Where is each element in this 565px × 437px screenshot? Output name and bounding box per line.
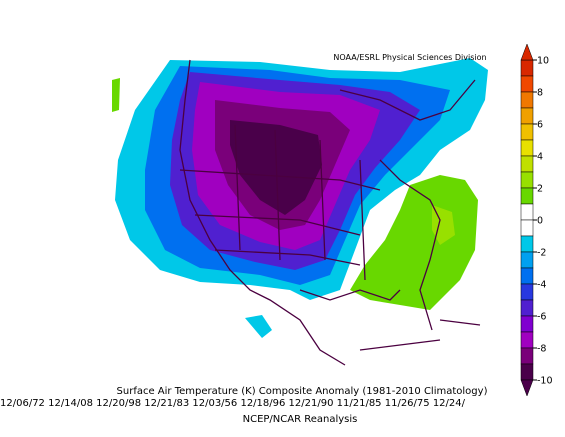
colorbar-segment bbox=[520, 203, 534, 221]
colorbar-segment bbox=[520, 235, 534, 253]
colorbar-tick-label: -10 bbox=[537, 376, 553, 387]
coastlines bbox=[179, 59, 481, 366]
colorbar-segment bbox=[520, 251, 534, 269]
colorbar-tick-label: -8 bbox=[537, 344, 546, 355]
anomaly-region bbox=[245, 315, 272, 338]
colorbar-segment bbox=[520, 139, 534, 157]
colorbar-tick-label: 2 bbox=[537, 184, 543, 195]
colorbar-segment bbox=[520, 75, 534, 93]
caption-source: NCEP/NCAR Reanalysis bbox=[243, 414, 358, 425]
colorbar: 10 8 6 4 2 0 -2 -4 -6 -8 -10 bbox=[520, 43, 553, 397]
colorbar-segment bbox=[520, 155, 534, 173]
colorbar-segment bbox=[520, 331, 534, 349]
colorbar-segment bbox=[520, 187, 534, 205]
colorbar-tick-label: 6 bbox=[537, 120, 543, 131]
colorbar-segment bbox=[520, 267, 534, 285]
colorbar-segment bbox=[520, 283, 534, 301]
anomaly-map bbox=[112, 58, 488, 366]
colorbar-segment bbox=[520, 363, 534, 381]
colorbar-segment bbox=[520, 107, 534, 125]
colorbar-tick-label: 0 bbox=[537, 216, 543, 227]
colorbar-segment bbox=[520, 123, 534, 141]
anomaly-region bbox=[112, 78, 120, 112]
colorbar-bottom-arrow bbox=[520, 379, 534, 397]
colorbar-segment bbox=[520, 299, 534, 317]
caption-dates: 12/06/72 12/14/08 12/20/98 12/21/83 12/0… bbox=[0, 398, 466, 409]
anomaly-region bbox=[350, 175, 478, 310]
colorbar-tick-label: 4 bbox=[537, 152, 543, 163]
colorbar-tick-label: 8 bbox=[537, 88, 543, 99]
credit: NOAA/ESRL Physical Sciences Division bbox=[333, 53, 486, 62]
colorbar-segment bbox=[520, 59, 534, 77]
colorbar-top-arrow bbox=[520, 43, 534, 61]
colorbar-segment bbox=[520, 171, 534, 189]
colorbar-segment bbox=[520, 347, 534, 365]
colorbar-segment bbox=[520, 315, 534, 333]
colorbar-segment bbox=[520, 91, 534, 109]
caption-title: Surface Air Temperature (K) Composite An… bbox=[117, 386, 488, 397]
colorbar-tick-label: -6 bbox=[537, 312, 546, 323]
colorbar-tick-label: -4 bbox=[537, 280, 546, 291]
colorbar-tick-label: 10 bbox=[537, 56, 549, 67]
colorbar-segment bbox=[520, 219, 534, 237]
colorbar-tick-label: -2 bbox=[537, 248, 546, 259]
